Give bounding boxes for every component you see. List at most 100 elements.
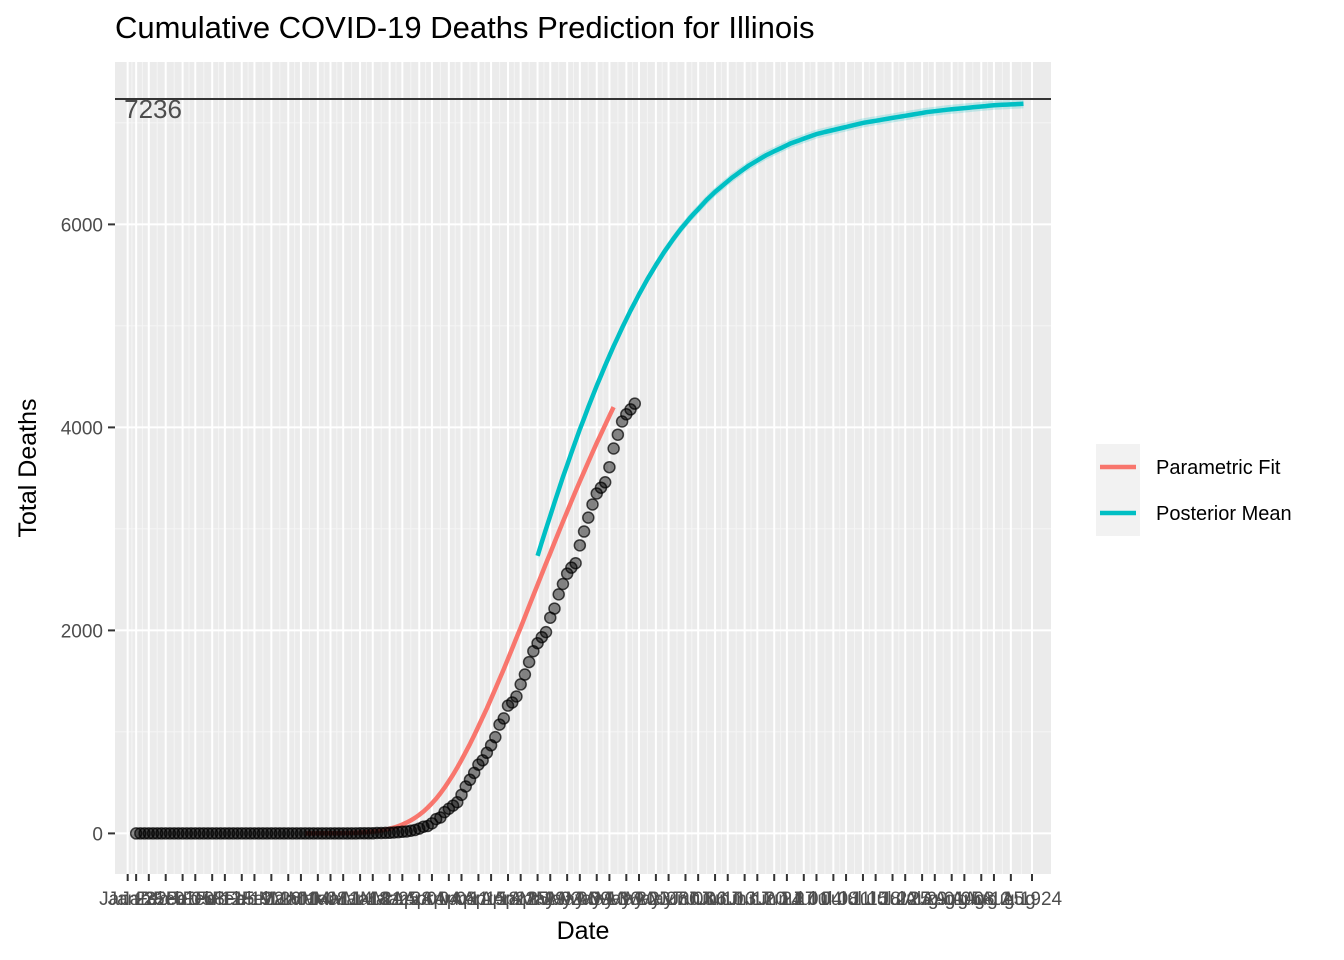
- minor-grid: [115, 62, 1051, 874]
- x-tick-label: Apr 08: [421, 889, 477, 910]
- observed-point: [493, 718, 506, 731]
- x-tick-label: Apr 15: [450, 889, 506, 910]
- observed-point: [265, 827, 278, 840]
- observed-point: [290, 827, 303, 840]
- observed-point: [282, 827, 295, 840]
- x-tick-label: May 30: [637, 889, 699, 910]
- observed-point: [184, 827, 198, 840]
- observed-point: [315, 827, 329, 840]
- x-axis-title: Date: [557, 917, 610, 945]
- x-tick-label: May 09: [549, 889, 611, 910]
- observed-point: [303, 827, 316, 840]
- observed-point: [205, 827, 219, 840]
- observed-points: [129, 397, 642, 840]
- observed-point: [146, 827, 160, 840]
- observed-point: [252, 827, 265, 840]
- x-tick-label: Jul 25: [880, 889, 931, 910]
- observed-point: [172, 827, 185, 840]
- observed-point: [218, 827, 232, 840]
- x-tick-label: Apr 04: [404, 889, 460, 910]
- observed-point: [336, 827, 350, 840]
- observed-point: [210, 827, 223, 840]
- observed-point: [163, 827, 177, 840]
- observed-point: [142, 827, 156, 840]
- x-tick-label: Jul 08: [808, 889, 859, 910]
- x-tick-label: Jan 28: [120, 889, 177, 910]
- observed-point: [197, 827, 210, 840]
- observed-point: [518, 668, 532, 681]
- observed-point: [510, 690, 523, 703]
- observed-point: [522, 655, 536, 669]
- x-tick-label: May 13: [566, 889, 628, 910]
- x-tick-label: Jul 01: [778, 889, 829, 910]
- observed-point: [615, 415, 629, 428]
- x-tick-label: Aug 08: [934, 889, 994, 910]
- observed-point: [159, 827, 172, 840]
- x-tick-label: Mar 25: [360, 889, 419, 910]
- x-tick-label: Aug 12: [951, 889, 1011, 910]
- observed-point: [277, 827, 291, 840]
- observed-point: [353, 827, 367, 840]
- y-axis: 0 2000 4000 6000: [61, 215, 115, 845]
- x-tick-label: Jul 04: [791, 889, 842, 910]
- reference-line-label: 7236: [124, 94, 182, 124]
- x-tick-label: Jul 29: [897, 889, 948, 910]
- x-tick-label: Mar 14: [314, 889, 374, 910]
- observed-point: [341, 827, 354, 840]
- observed-point: [243, 827, 257, 840]
- observed-point: [189, 827, 202, 840]
- observed-point: [586, 498, 599, 511]
- observed-point: [298, 827, 312, 840]
- observed-point: [548, 602, 561, 615]
- x-tick-label: Apr 22: [480, 889, 536, 910]
- x-tick-label: Aug 05: [922, 889, 982, 910]
- x-tick-label: Jul 11: [821, 889, 870, 910]
- observed-point: [573, 539, 587, 552]
- observed-point: [497, 712, 511, 725]
- observed-point: [324, 827, 337, 840]
- x-tick-label: Mar 18: [331, 889, 390, 910]
- x-tick-label: May 16: [578, 889, 640, 910]
- observed-point: [489, 730, 502, 744]
- x-tick-label: Mar 28: [373, 889, 432, 910]
- observed-point: [248, 827, 261, 840]
- x-tick-label: Mar 04: [271, 889, 331, 910]
- x-tick-label: Apr 01: [391, 889, 447, 910]
- x-tick-label: Mar 08: [288, 889, 347, 910]
- observed-point: [607, 442, 620, 455]
- observed-point: [628, 397, 642, 410]
- observed-point: [358, 827, 371, 840]
- x-tick-label: May 27: [625, 889, 687, 910]
- posterior-mean-legend-label: Posterior Mean: [1156, 503, 1292, 525]
- observed-point: [345, 827, 358, 840]
- x-tick-label: May 06: [536, 889, 598, 910]
- y-tick-label: 4000: [61, 418, 103, 439]
- x-tick-label: Mar 01: [259, 889, 318, 910]
- observed-point: [273, 827, 287, 840]
- y-tick-label: 6000: [61, 215, 103, 236]
- x-tick-label: Jun 17: [716, 889, 773, 910]
- observed-point: [239, 827, 253, 840]
- observed-point: [231, 827, 244, 840]
- observed-point: [256, 827, 270, 840]
- observed-point: [311, 827, 325, 840]
- legend: Parametric Fit Posterior Mean: [1096, 444, 1292, 536]
- x-tick-label: Aug 24: [1002, 889, 1063, 910]
- x-tick-label: May 20: [595, 889, 657, 910]
- x-tick-label: Jul 15: [838, 889, 889, 910]
- x-tick-label: Aug 15: [964, 889, 1024, 910]
- observed-point: [539, 625, 553, 639]
- observed-point: [328, 827, 341, 840]
- observed-point: [222, 827, 236, 840]
- y-tick-label: 2000: [61, 621, 103, 642]
- x-tick-label: Jun 20: [729, 889, 786, 910]
- x-tick-label: Aug 19: [981, 889, 1041, 910]
- observed-point: [307, 827, 320, 840]
- observed-point: [598, 476, 612, 489]
- observed-point: [611, 428, 625, 441]
- major-grid: [115, 62, 1051, 874]
- observed-point: [269, 827, 282, 840]
- x-tick-label: Jun 10: [687, 889, 744, 910]
- parametric-fit-legend-label: Parametric Fit: [1156, 457, 1281, 479]
